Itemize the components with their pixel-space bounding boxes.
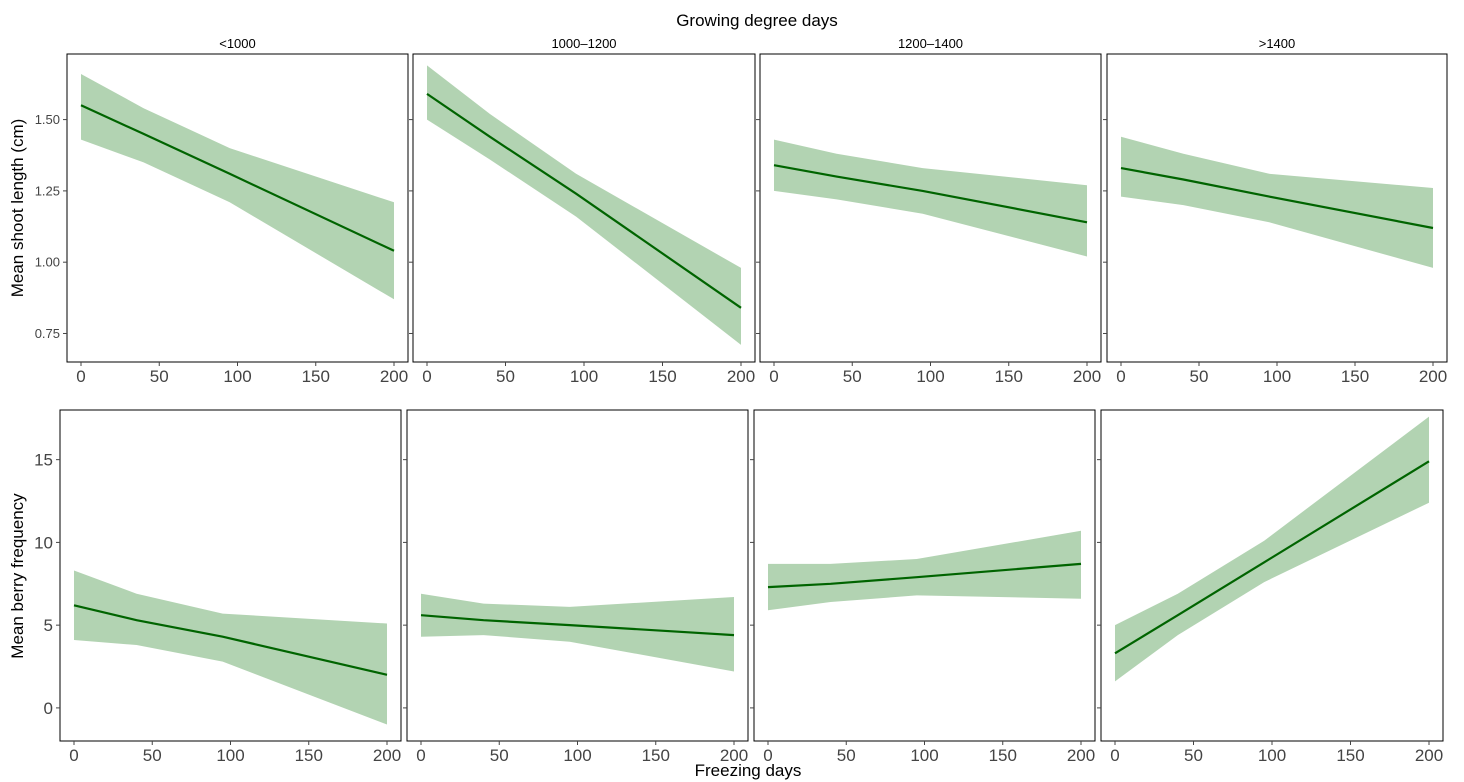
x-tick-label: 200	[720, 746, 748, 765]
x-tick-label: 100	[223, 367, 251, 386]
panel-7: 0 50 100 150 200	[750, 409, 1096, 765]
x-tick-label: 150	[302, 367, 330, 386]
y-tick-label: 15	[34, 451, 53, 470]
x-tick-label: 100	[1263, 367, 1291, 386]
panel-title: <1000	[219, 36, 256, 51]
x-tick-label: 0	[416, 746, 425, 765]
confidence-band	[774, 139, 1087, 257]
x-tick-label: 100	[910, 746, 938, 765]
x-tick-label: 0	[1116, 367, 1125, 386]
confidence-band	[1115, 416, 1429, 682]
x-tick-label: 150	[648, 367, 676, 386]
panel-frame	[406, 409, 749, 742]
x-tick-label: 0	[769, 367, 778, 386]
panel-4: >1400 0 50 100 150 200	[1103, 36, 1448, 386]
confidence-band	[421, 593, 734, 672]
y-tick-label: 1.00	[35, 255, 60, 270]
fit-line	[80, 104, 395, 252]
x-tick-label: 50	[1184, 746, 1203, 765]
x-tick-label: 200	[1073, 367, 1101, 386]
panel-1: <1000 0 50 100 150 200 0.75 1.00 1.25 1.50	[35, 36, 409, 386]
panel-8: 0 50 100 150 200	[1097, 409, 1444, 765]
fit-line	[767, 562, 1082, 589]
y-tick-label: 10	[34, 533, 53, 552]
panel-6: 0 50 100 150 200	[403, 409, 749, 765]
x-tick-label: 150	[995, 367, 1023, 386]
fit-line	[426, 92, 742, 309]
panel-5: 0 50 100 150 200 0 5 10 15	[34, 409, 402, 765]
x-tick-label: 200	[1415, 746, 1443, 765]
x-tick-label: 150	[989, 746, 1017, 765]
x-tick-label: 200	[1419, 367, 1447, 386]
confidence-band	[81, 74, 394, 300]
x-tick-label: 0	[69, 746, 78, 765]
x-tick-label: 100	[570, 367, 598, 386]
x-tick-label: 50	[143, 746, 162, 765]
y-tick-label: 1.25	[35, 183, 60, 198]
x-tick-label: 50	[496, 367, 515, 386]
x-tick-label: 100	[563, 746, 591, 765]
x-tick-label: 150	[1341, 367, 1369, 386]
y-tick-label: 5	[44, 616, 53, 635]
x-tick-label: 100	[916, 367, 944, 386]
x-tick-label: 100	[1258, 746, 1286, 765]
y-axis-label-top: Mean shoot length (cm)	[8, 119, 27, 298]
x-tick-label: 200	[727, 367, 755, 386]
y-tick-label: 0	[44, 699, 53, 718]
confidence-band	[74, 570, 387, 725]
x-tick-label: 150	[295, 746, 323, 765]
panel-title: 1000–1200	[551, 36, 616, 51]
x-axis-label: Freezing days	[695, 761, 802, 780]
x-tick-label: 200	[380, 367, 408, 386]
panel-title: 1200–1400	[898, 36, 963, 51]
panel-title: >1400	[1259, 36, 1296, 51]
x-tick-label: 200	[373, 746, 401, 765]
x-tick-label: 50	[837, 746, 856, 765]
x-tick-label: 50	[490, 746, 509, 765]
panel-2: 1000–1200 0 50 100 150 200	[409, 36, 756, 386]
y-axis-label-bottom: Mean berry frequency	[8, 493, 27, 659]
x-tick-label: 50	[150, 367, 169, 386]
confidence-band	[1121, 136, 1433, 268]
x-tick-label: 0	[76, 367, 85, 386]
x-tick-label: 0	[763, 746, 772, 765]
y-tick-label: 1.50	[35, 112, 60, 127]
fit-line	[773, 164, 1088, 224]
fit-line	[1120, 167, 1434, 230]
x-tick-label: 200	[1067, 746, 1095, 765]
y-tick-label: 0.75	[35, 326, 60, 341]
confidence-band	[427, 65, 741, 345]
x-tick-label: 50	[1190, 367, 1209, 386]
x-tick-label: 150	[642, 746, 670, 765]
x-tick-label: 0	[1110, 746, 1119, 765]
panel-3: 1200–1400 0 50 100 150 200	[756, 36, 1102, 386]
figure-title: Growing degree days	[676, 11, 838, 30]
x-tick-label: 100	[216, 746, 244, 765]
confidence-band	[768, 530, 1081, 611]
fit-line	[1114, 460, 1430, 655]
x-tick-label: 0	[422, 367, 431, 386]
x-tick-label: 150	[1336, 746, 1364, 765]
fit-line	[420, 614, 735, 637]
x-tick-label: 50	[843, 367, 862, 386]
fit-line	[73, 604, 388, 676]
